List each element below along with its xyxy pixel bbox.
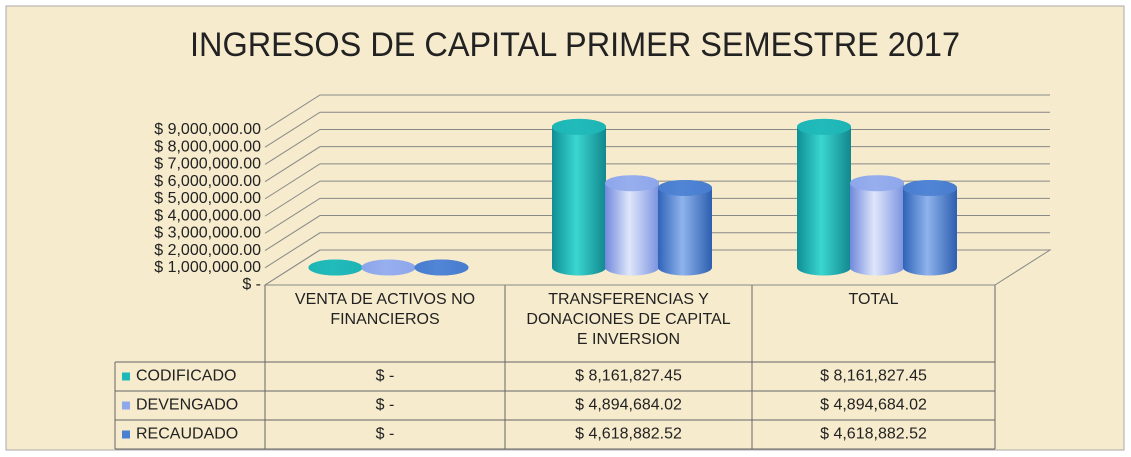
y-tick-label: $ - [242, 276, 261, 293]
legend-key [122, 372, 130, 381]
legend-label: DEVENGADO [136, 397, 238, 414]
y-tick-label: $ 9,000,000.00 [154, 121, 261, 138]
category-label-box: TRANSFERENCIAS Y DONACIONES DE CAPITAL E… [526, 291, 731, 348]
grid-line [264, 94, 1050, 131]
cylinder-top [361, 259, 416, 276]
x-tick-label: VENTA DE ACTIVOS NO FINANCIEROS [294, 291, 476, 328]
cylinder [552, 118, 606, 276]
cylinder-top [797, 118, 851, 135]
cylinder-top [552, 118, 606, 135]
category-label-box: VENTA DE ACTIVOS NO FINANCIEROS [294, 291, 476, 328]
legend-label: RECAUDADO [136, 426, 238, 443]
y-tick-label: $ 5,000,000.00 [154, 190, 261, 207]
x-tick-label: TOTAL [848, 291, 899, 308]
y-tick-label: $ 4,000,000.00 [154, 207, 261, 224]
table-value: $ 4,894,684.02 [575, 397, 682, 414]
table-value: $ 4,618,882.52 [575, 426, 682, 443]
cylinder-top [658, 179, 712, 196]
cylinder-top [903, 179, 957, 196]
cylinder [797, 118, 851, 276]
cylinder [658, 179, 712, 276]
legend-key [122, 401, 130, 410]
y-tick-label: $ 7,000,000.00 [154, 156, 261, 173]
table-value: $ 4,894,684.02 [820, 397, 927, 414]
table-value: $ 8,161,827.45 [575, 368, 682, 385]
data-table [114, 285, 996, 450]
chart-title: INGRESOS DE CAPITAL PRIMER SEMESTRE 2017 [190, 26, 960, 64]
table-value: $ 4,618,882.52 [820, 426, 927, 443]
y-tick-label: $ 8,000,000.00 [154, 138, 261, 155]
x-tick-label: TRANSFERENCIAS Y DONACIONES DE CAPITAL E… [526, 291, 731, 348]
y-tick-label: $ 1,000,000.00 [154, 259, 261, 276]
legend-label: CODIFICADO [136, 368, 236, 385]
table-value: $ 8,161,827.45 [820, 368, 927, 385]
y-tick-label: $ 6,000,000.00 [154, 173, 261, 190]
cylinder [605, 175, 659, 276]
table-value: $ - [376, 426, 395, 443]
y-tick-label: $ 3,000,000.00 [154, 225, 261, 242]
category-label-box: TOTAL [848, 291, 899, 308]
cylinder-top [850, 175, 904, 192]
legend-key [122, 430, 130, 439]
table-value: $ - [376, 368, 395, 385]
cylinder-top [605, 175, 659, 192]
cylinder-top [414, 259, 469, 276]
y-tick-label: $ 2,000,000.00 [154, 242, 261, 259]
cylinder [903, 179, 957, 276]
cylinder [850, 175, 904, 276]
cylinder-top [308, 259, 363, 276]
grid-line [264, 111, 1050, 148]
table-value: $ - [376, 397, 395, 414]
